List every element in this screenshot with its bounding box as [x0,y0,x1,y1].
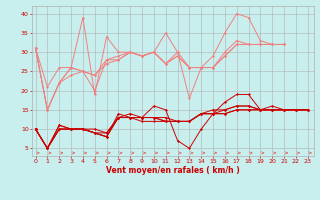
X-axis label: Vent moyen/en rafales ( km/h ): Vent moyen/en rafales ( km/h ) [106,166,240,175]
